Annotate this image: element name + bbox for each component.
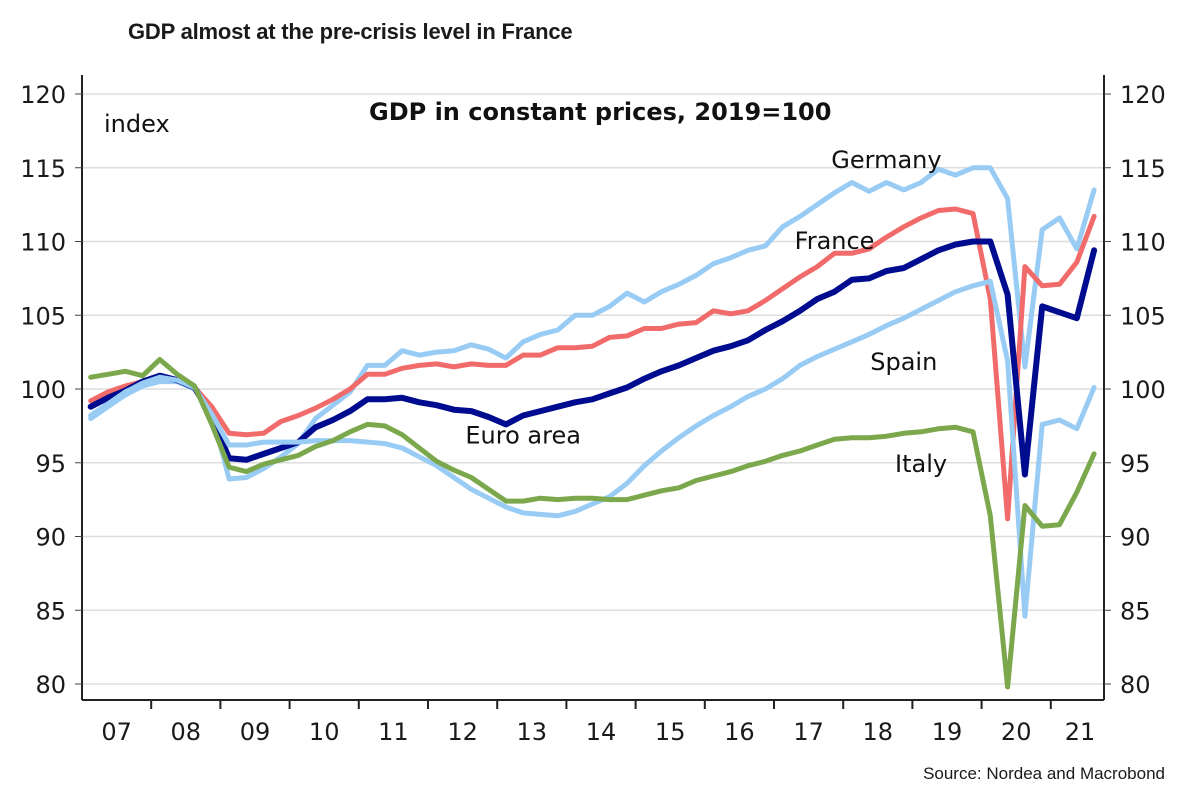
y-tick-label-left: 85 [35,597,66,625]
y-tick-label-right: 120 [1120,81,1166,109]
y-tick-label-left: 120 [20,81,66,109]
x-tick-label: 21 [1065,718,1096,746]
y-tick-label-left: 115 [20,155,66,183]
y-ticks-right: 80 85 90 95 100 105 110 115 120 [1104,81,1166,699]
series-line-germany [88,165,1097,482]
y-tick-label-left: 110 [20,229,66,257]
series-label-euro-area: Euro area [465,422,581,450]
y-tick-label-right: 95 [1120,450,1151,478]
series-line-spain [88,278,1097,619]
x-tick-label: 16 [724,718,755,746]
y-tick-label-left: 90 [35,524,66,552]
series-label-germany: Germany [831,146,941,174]
series-line-euro-area [87,238,1098,478]
x-tick-label: 20 [1001,718,1032,746]
y-tick-label-right: 115 [1120,155,1166,183]
y-tick-label-right: 110 [1120,229,1166,257]
axes [81,75,1105,701]
x-tick-label: 17 [793,718,824,746]
page-title: GDP almost at the pre-crisis level in Fr… [128,19,573,44]
x-tick-label: 07 [101,718,132,746]
x-tick-label: 11 [378,718,409,746]
x-tick-label: 19 [932,718,963,746]
y-ticks-left: 80 85 90 95 100 105 110 115 120 [20,81,82,699]
series-label-italy: Italy [895,450,947,478]
y-tick-label-left: 95 [35,450,66,478]
source-note: Source: Nordea and Macrobond [923,764,1165,783]
x-tick-label: 14 [586,718,617,746]
series-labels: Germany France Spain Euro area Italy [465,146,947,478]
series-label-spain: Spain [870,348,937,376]
series-line-italy [88,357,1097,690]
y-unit-label: index [104,110,170,138]
x-tick-label: 09 [240,718,271,746]
y-tick-label-right: 85 [1120,597,1151,625]
x-ticks: 07 08 09 10 11 12 13 14 15 16 17 18 19 20 21 [101,700,1095,746]
series-line-france [88,206,1097,522]
y-tick-label-right: 90 [1120,524,1151,552]
x-tick-label: 10 [309,718,340,746]
y-tick-label-right: 105 [1120,302,1166,330]
y-tick-label-right: 80 [1120,671,1151,699]
series-label-france: France [795,227,875,255]
y-tick-label-left: 80 [35,671,66,699]
y-tick-label-left: 105 [20,302,66,330]
chart-title: GDP in constant prices, 2019=100 [369,98,831,126]
x-tick-label: 13 [517,718,548,746]
series-layer [87,165,1098,690]
x-tick-label: 12 [447,718,478,746]
gridlines [82,93,1104,685]
x-tick-label: 08 [171,718,202,746]
x-tick-label: 15 [655,718,686,746]
x-tick-label: 18 [863,718,894,746]
y-tick-label-right: 100 [1120,376,1166,404]
y-tick-label-left: 100 [20,376,66,404]
